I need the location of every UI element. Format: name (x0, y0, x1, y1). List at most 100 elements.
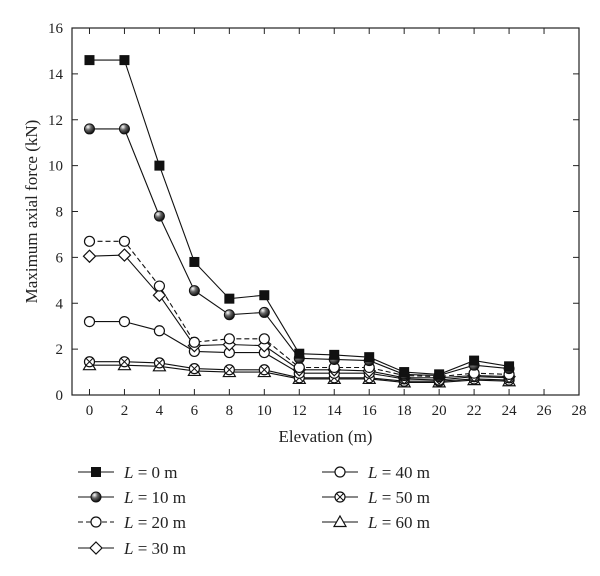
data-point (504, 361, 515, 372)
y-tick-label: 16 (48, 21, 64, 37)
data-point (399, 367, 410, 378)
legend-var: L (123, 488, 133, 507)
legend-marker (334, 466, 346, 478)
data-point (223, 364, 235, 376)
data-point (223, 333, 235, 345)
marker-cross (155, 359, 164, 367)
legend-label: L = 10 m (123, 488, 186, 507)
legend-label: L = 30 m (123, 539, 186, 558)
data-point (83, 235, 96, 247)
legend-marker (90, 491, 102, 503)
legend-var: L (123, 463, 133, 482)
legend-label: L = 50 m (367, 488, 430, 507)
data-point (434, 369, 445, 380)
marker-cross (190, 364, 199, 373)
legend-marker (334, 491, 346, 503)
y-axis-title: Maximum axial force (kN) (22, 120, 41, 304)
data-point (259, 290, 270, 301)
x-tick-label: 18 (397, 403, 412, 419)
series-layer (82, 55, 517, 388)
marker-cross (336, 493, 344, 501)
legend-value: = 30 m (133, 539, 186, 558)
data-point (188, 336, 200, 348)
data-point (84, 55, 95, 66)
y-tick-label: 10 (48, 159, 63, 175)
data-point (188, 363, 200, 375)
legend-var: L (367, 513, 377, 532)
legend-var: L (367, 488, 377, 507)
data-point (153, 357, 166, 369)
data-point (364, 352, 375, 363)
data-point (118, 123, 130, 135)
legend-value: = 10 m (133, 488, 186, 507)
data-point (118, 316, 131, 328)
x-tick-label: 22 (467, 403, 482, 419)
x-tick-label: 24 (502, 403, 518, 419)
data-point (83, 316, 96, 328)
series-L-10m (83, 123, 515, 382)
data-point (154, 160, 165, 171)
data-point (153, 325, 166, 337)
x-tick-label: 0 (86, 403, 94, 419)
legend-value: = 0 m (133, 463, 177, 482)
data-point (153, 210, 165, 222)
legend-marker (89, 541, 103, 555)
legend-item: L = 60 m (322, 513, 430, 532)
data-point (82, 249, 97, 264)
legend-item: L = 20 m (78, 513, 186, 532)
series-line (89, 128, 510, 377)
x-tick-label: 14 (327, 403, 343, 419)
data-point (188, 285, 200, 297)
plot-frame (71, 27, 580, 396)
legend-item: L = 50 m (322, 488, 430, 507)
data-point (83, 123, 95, 135)
x-tick-label: 12 (292, 403, 307, 419)
legend-var: L (367, 463, 377, 482)
legend-label: L = 60 m (367, 513, 430, 532)
data-point (293, 361, 305, 374)
legend-var: L (123, 513, 133, 532)
data-point (469, 355, 480, 366)
x-axis-title: Elevation (m) (279, 427, 373, 446)
data-point (258, 333, 270, 345)
legend-label: L = 20 m (123, 513, 186, 532)
legend-marker (332, 514, 348, 528)
data-point (329, 349, 340, 360)
x-tick-label: 26 (537, 403, 553, 419)
legend-marker (90, 516, 102, 528)
y-tick-label: 6 (56, 250, 64, 266)
legend-label: L = 40 m (367, 463, 430, 482)
x-tick-label: 2 (121, 403, 129, 419)
data-point (189, 256, 200, 267)
legend-item: L = 30 m (78, 539, 186, 558)
y-tick-label: 8 (56, 205, 64, 221)
y-tick-label: 0 (56, 388, 64, 404)
legend-value: = 50 m (377, 488, 430, 507)
marker-cross (260, 365, 269, 374)
legend-item: L = 10 m (78, 488, 186, 507)
x-tick-label: 28 (572, 403, 587, 419)
x-tick-label: 6 (191, 403, 199, 419)
data-point (258, 306, 270, 318)
marker-cross (120, 357, 129, 366)
legend-item: L = 40 m (322, 463, 430, 482)
legend-label: L = 0 m (123, 463, 178, 482)
data-point (117, 248, 132, 262)
data-point (223, 309, 235, 321)
data-point (224, 293, 235, 304)
y-tick-label: 12 (48, 113, 63, 129)
data-point (83, 356, 96, 368)
legend-value: = 60 m (377, 513, 430, 532)
series-L-0m (84, 55, 515, 380)
marker-cross (225, 365, 234, 374)
legend-var: L (123, 539, 133, 558)
legend-value: = 40 m (377, 463, 430, 482)
y-tick-label: 4 (56, 296, 64, 312)
x-tick-label: 16 (362, 403, 378, 419)
legend: L = 0 mL = 10 mL = 20 mL = 30 mL = 40 mL… (78, 463, 430, 558)
data-point (258, 364, 270, 376)
data-point (118, 356, 131, 368)
x-tick-label: 10 (257, 403, 272, 419)
